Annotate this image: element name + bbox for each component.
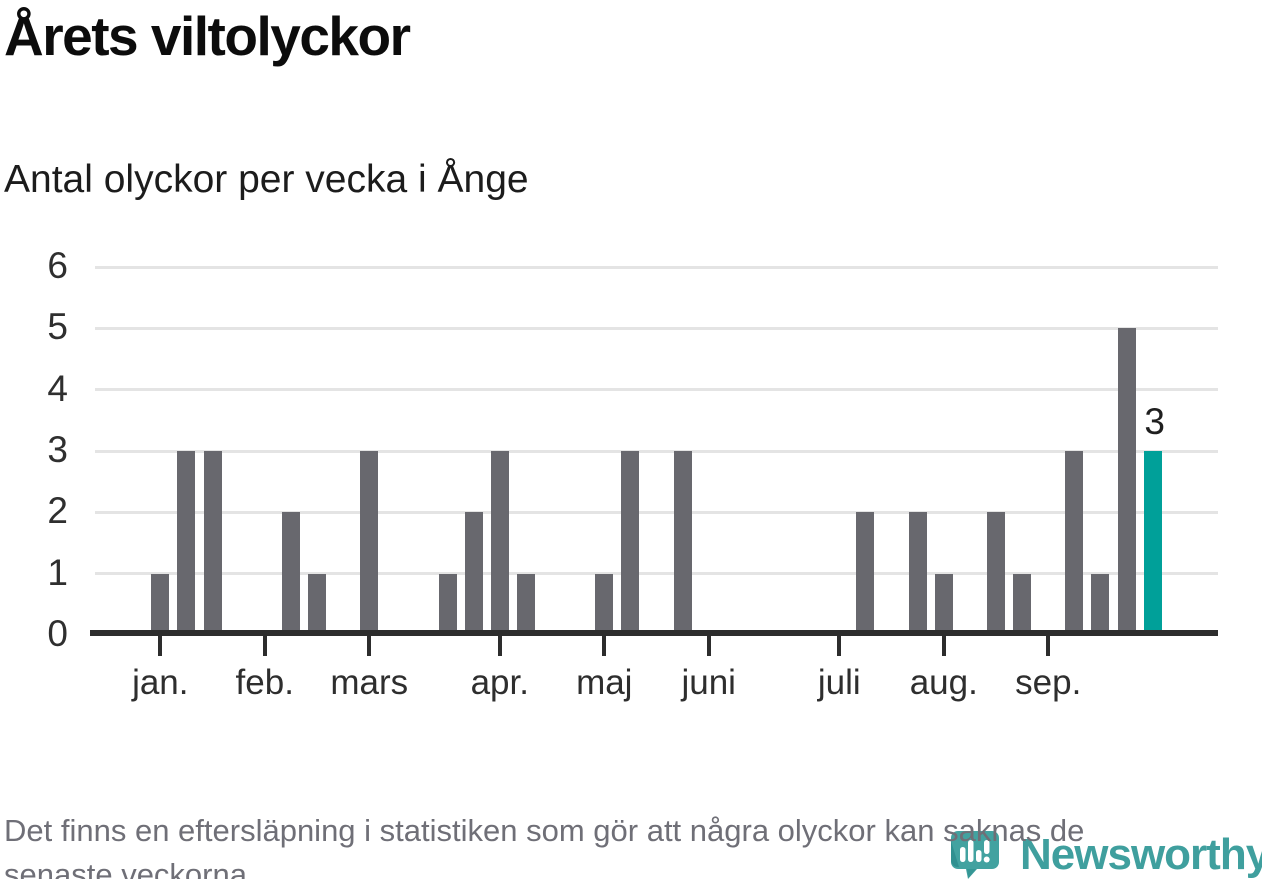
page-title: Årets viltolyckor xyxy=(4,5,411,67)
bar xyxy=(438,573,457,635)
x-axis-label: sep. xyxy=(1015,663,1082,702)
bar xyxy=(987,512,1005,635)
bar xyxy=(621,451,640,635)
bar xyxy=(203,451,222,635)
bar xyxy=(177,451,196,635)
highlight-bar xyxy=(1143,451,1162,635)
bar xyxy=(281,512,300,635)
bar xyxy=(673,451,692,635)
footer-note-line1: Det finns en eftersläpning i statistiken… xyxy=(4,813,1085,848)
y-axis-label: 3 xyxy=(47,429,68,470)
gridline xyxy=(95,388,1218,392)
x-axis-tick xyxy=(367,635,372,656)
highlight-value-label: 3 xyxy=(1144,401,1165,442)
x-axis-tick xyxy=(1046,635,1051,656)
bar xyxy=(1091,573,1110,635)
y-axis-label: 6 xyxy=(47,245,68,287)
y-axis-label: 0 xyxy=(47,613,68,654)
x-axis-label: feb. xyxy=(235,663,294,702)
gridline xyxy=(95,449,1218,453)
bar xyxy=(1065,451,1084,635)
x-axis-tick xyxy=(262,635,267,656)
bar xyxy=(490,451,509,635)
x-axis-tick xyxy=(837,635,842,656)
bar xyxy=(1013,573,1032,635)
footer-note-line2: senaste veckorna. xyxy=(4,857,256,879)
x-axis-label: jan. xyxy=(132,663,189,702)
x-axis-line xyxy=(90,630,1218,636)
x-axis-label: aug. xyxy=(909,663,978,702)
gridline xyxy=(95,510,1218,514)
x-axis-tick xyxy=(706,635,711,656)
x-axis-label: mars xyxy=(330,663,409,702)
bar xyxy=(1117,328,1136,635)
bar xyxy=(856,512,875,635)
footer-note: Det finns en eftersläpning i statistiken… xyxy=(4,809,1084,879)
y-axis-label: 2 xyxy=(47,490,68,532)
x-axis-tick xyxy=(497,635,502,656)
chart-subtitle: Antal olyckor per vecka i Ånge xyxy=(4,158,529,201)
x-axis-tick xyxy=(158,635,163,656)
x-axis-label: juli xyxy=(817,663,861,702)
x-axis-tick xyxy=(602,635,607,656)
gridline xyxy=(95,265,1218,269)
gridline xyxy=(95,572,1218,576)
x-axis-label: maj xyxy=(576,663,633,702)
bar xyxy=(516,573,535,635)
bar xyxy=(464,512,483,635)
bar xyxy=(151,573,170,635)
bar xyxy=(908,512,927,635)
bar xyxy=(934,573,953,635)
newsworthy-wordmark: Newsworthy xyxy=(1020,830,1262,879)
y-axis-label: 5 xyxy=(47,306,68,348)
bar xyxy=(360,451,379,635)
y-axis-label: 1 xyxy=(47,551,68,593)
bar xyxy=(595,573,614,635)
x-axis-label: apr. xyxy=(470,663,529,702)
bar xyxy=(307,573,326,635)
newsworthy-bubble-chart-icon xyxy=(950,831,999,879)
x-axis-label: juni xyxy=(681,663,736,702)
y-axis-label: 4 xyxy=(47,367,68,409)
x-axis-tick xyxy=(941,635,946,656)
gridline xyxy=(95,326,1218,330)
